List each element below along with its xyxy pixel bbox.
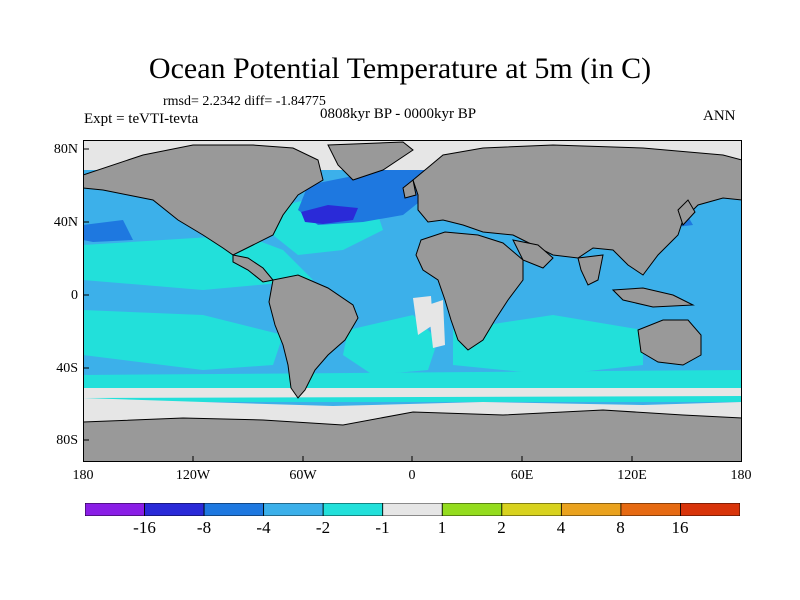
japan	[677, 199, 696, 226]
y-tick-80n: 80N	[53, 142, 78, 157]
colorbar-swatch	[263, 503, 324, 516]
colorbar-swatch	[620, 503, 681, 516]
colorbar-label: -8	[196, 518, 212, 537]
colorbar-label: 16	[671, 518, 689, 537]
y-tick-40n: 40N	[53, 215, 78, 230]
colorbar-swatch	[322, 503, 384, 516]
southern-ocean-strip	[83, 388, 742, 398]
colorbar-swatch	[382, 503, 443, 516]
statistics-label: rmsd= 2.2342 diff= -1.84775	[163, 94, 326, 109]
indonesia	[611, 287, 695, 308]
indian-turquoise	[453, 315, 643, 375]
eurasia	[412, 144, 742, 276]
season-label: ANN	[703, 108, 736, 124]
map-plot	[83, 140, 742, 462]
x-tick-180-left: 180	[72, 468, 94, 483]
pacific-south-turquoise	[83, 310, 283, 370]
colorbar-swatch	[203, 503, 265, 516]
colorbar	[85, 503, 740, 516]
north-atlantic-cold-core	[301, 205, 358, 224]
africa	[415, 231, 524, 351]
x-tick-120e: 120E	[617, 468, 647, 483]
colorbar-label: 8	[616, 518, 625, 537]
y-tick-80s: 80S	[56, 433, 78, 448]
figure-title: Ocean Potential Temperature at 5m (in C)	[148, 52, 652, 85]
south-america	[268, 274, 359, 399]
y-tick-40s: 40S	[56, 361, 78, 376]
colorbar-label: -4	[256, 518, 271, 537]
colorbar-label: 1	[437, 518, 447, 537]
australia	[637, 319, 702, 366]
colorbar-swatch	[85, 503, 145, 516]
experiment-label: Expt = teVTI-tevta	[84, 111, 199, 127]
x-tick-0: 0	[408, 468, 416, 483]
central-america	[232, 254, 274, 283]
canary-white	[413, 296, 433, 335]
x-tick-120w: 120W	[175, 468, 211, 483]
north-america	[83, 144, 324, 256]
atlantic-turquoise	[343, 315, 438, 375]
colorbar-label: -1	[375, 518, 390, 537]
arabia	[512, 239, 554, 269]
x-tick-60w: 60W	[289, 468, 317, 483]
period-label: 0808kyr BP - 0000kyr BP	[320, 106, 477, 122]
colorbar-label: 4	[556, 518, 566, 537]
uk	[402, 179, 417, 199]
x-tick-60e: 60E	[510, 468, 534, 483]
kuroshio-cold	[83, 220, 133, 242]
colorbar-label: -2	[315, 518, 331, 537]
y-tick-0: 0	[71, 288, 78, 303]
x-tick-180-right: 180	[730, 468, 752, 483]
colorbar-swatch	[680, 503, 740, 516]
antarctica	[83, 409, 742, 462]
india	[577, 254, 604, 286]
colorbar-swatch	[144, 503, 205, 516]
colorbar-swatch	[441, 503, 503, 516]
colorbar-swatch	[560, 503, 622, 516]
colorbar-label: 2	[497, 518, 506, 537]
greenland	[327, 141, 414, 181]
colorbar-swatch	[501, 503, 562, 516]
benguela-white	[428, 300, 445, 348]
colorbar-label: -16	[133, 518, 156, 537]
